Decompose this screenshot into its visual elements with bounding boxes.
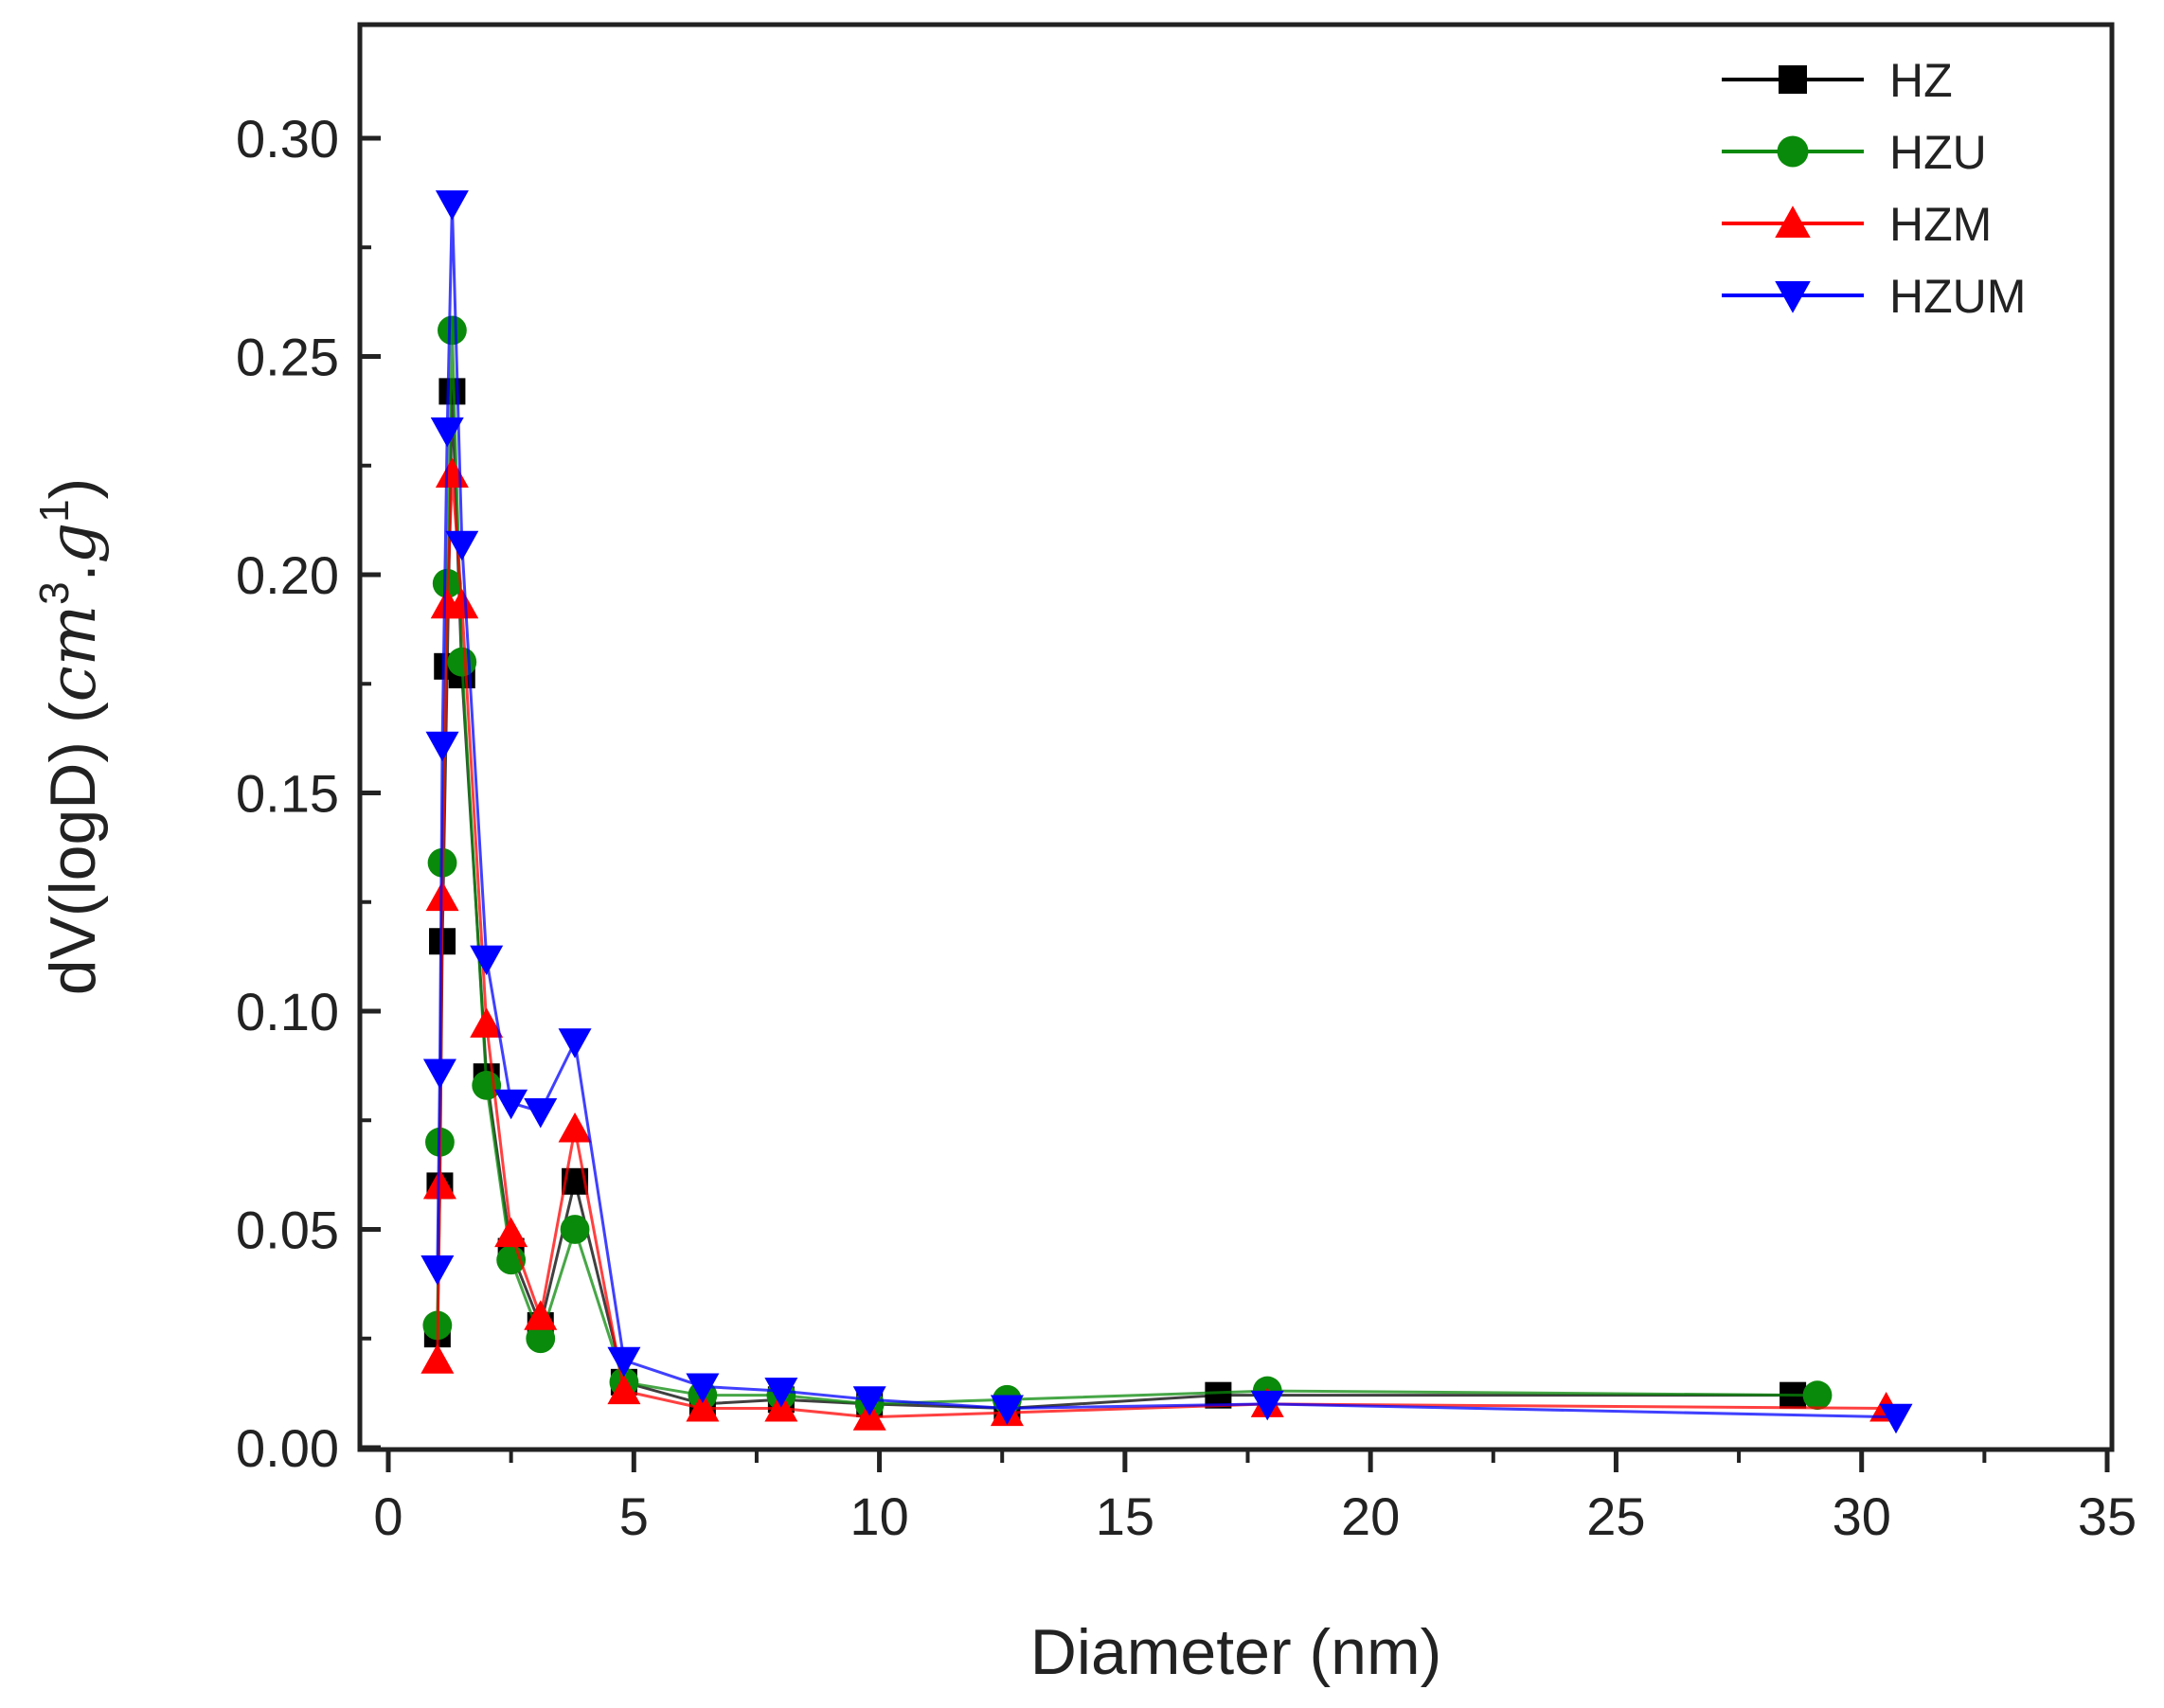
data-point	[524, 1098, 558, 1129]
data-point	[1775, 205, 1811, 238]
y-tick-label: 0.00	[236, 1418, 339, 1478]
legend-item-HZ: HZ	[1722, 54, 1953, 107]
y-tick-label: 0.25	[236, 328, 339, 387]
data-point	[1250, 1390, 1284, 1421]
y-tick-label: 0.05	[236, 1201, 339, 1260]
data-point	[558, 1112, 592, 1143]
data-point	[852, 1386, 886, 1416]
data-point	[435, 190, 469, 221]
data-point	[560, 1215, 590, 1244]
y-tick-label: 0.10	[236, 982, 339, 1041]
legend-label: HZU	[1889, 126, 1987, 179]
legend-label: HZM	[1889, 198, 1992, 251]
y-axis-title-sup1: 3	[31, 581, 78, 604]
legend-label: HZ	[1889, 54, 1953, 107]
data-point	[470, 945, 504, 976]
y-axis-title: dV(logD) (cm3.g1)	[31, 478, 111, 996]
data-point	[686, 1373, 720, 1403]
x-tick-label: 0	[373, 1486, 402, 1546]
data-point	[686, 1392, 720, 1422]
data-point	[494, 1089, 528, 1120]
y-axis-title-var2: g	[36, 523, 111, 564]
data-point	[470, 1007, 504, 1038]
legend: HZ HZU HZM HZUM	[1722, 54, 2026, 323]
data-point	[494, 1217, 528, 1248]
x-tick-label: 30	[1833, 1486, 1891, 1546]
x-tick-label: 20	[1341, 1486, 1400, 1546]
data-point	[1775, 281, 1811, 313]
data-point	[445, 588, 479, 619]
data-point	[990, 1395, 1024, 1426]
data-point	[524, 1300, 558, 1330]
y-axis-title-prefix: dV(logD) (	[37, 702, 109, 995]
data-point	[1879, 1403, 1913, 1434]
legend-item-HZU: HZU	[1722, 126, 1987, 179]
data-point	[472, 1070, 502, 1100]
data-point	[420, 1343, 455, 1374]
legend-item-HZUM: HZUM	[1722, 270, 2026, 323]
data-point	[438, 315, 467, 346]
data-point	[1802, 1380, 1833, 1411]
y-tick-label: 0.20	[236, 545, 339, 605]
legend-label: HZUM	[1889, 270, 2026, 323]
x-axis-title: Diameter (nm)	[1030, 1616, 1442, 1688]
data-point	[425, 731, 459, 762]
data-point	[607, 1346, 641, 1378]
x-tick-label: 5	[619, 1486, 649, 1546]
data-point	[447, 647, 477, 677]
y-axis-title-sup2: 1	[31, 499, 78, 522]
y-tick-label: 0.30	[236, 109, 339, 169]
x-axis-ticks: 0 5 10 15 20 25 30 35	[373, 1450, 2137, 1546]
series-layer	[420, 190, 1913, 1434]
data-point	[445, 530, 479, 561]
data-point	[764, 1378, 798, 1408]
data-point	[607, 1374, 641, 1405]
x-tick-label: 15	[1096, 1486, 1154, 1546]
x-tick-label: 35	[2078, 1486, 2137, 1546]
y-axis-title-suffix: )	[37, 478, 109, 500]
data-point	[1779, 65, 1807, 94]
x-tick-label: 25	[1586, 1486, 1645, 1546]
series-HZUM	[420, 190, 1913, 1434]
x-tick-label: 10	[850, 1486, 908, 1546]
y-axis-ticks: 0.00 0.05 0.10 0.15 0.20 0.25 0.30	[236, 109, 381, 1478]
y-axis-title-var1: cm	[36, 605, 111, 703]
y-axis-title-dot: .	[37, 563, 109, 581]
data-point	[422, 1059, 456, 1090]
data-point	[558, 1028, 592, 1059]
plot-frame	[357, 22, 2115, 1452]
data-point	[1777, 135, 1809, 168]
y-tick-label: 0.15	[236, 764, 339, 824]
legend-item-HZM: HZM	[1722, 198, 1992, 251]
data-point	[526, 1324, 556, 1354]
data-point	[420, 1254, 455, 1286]
data-point	[430, 417, 464, 448]
